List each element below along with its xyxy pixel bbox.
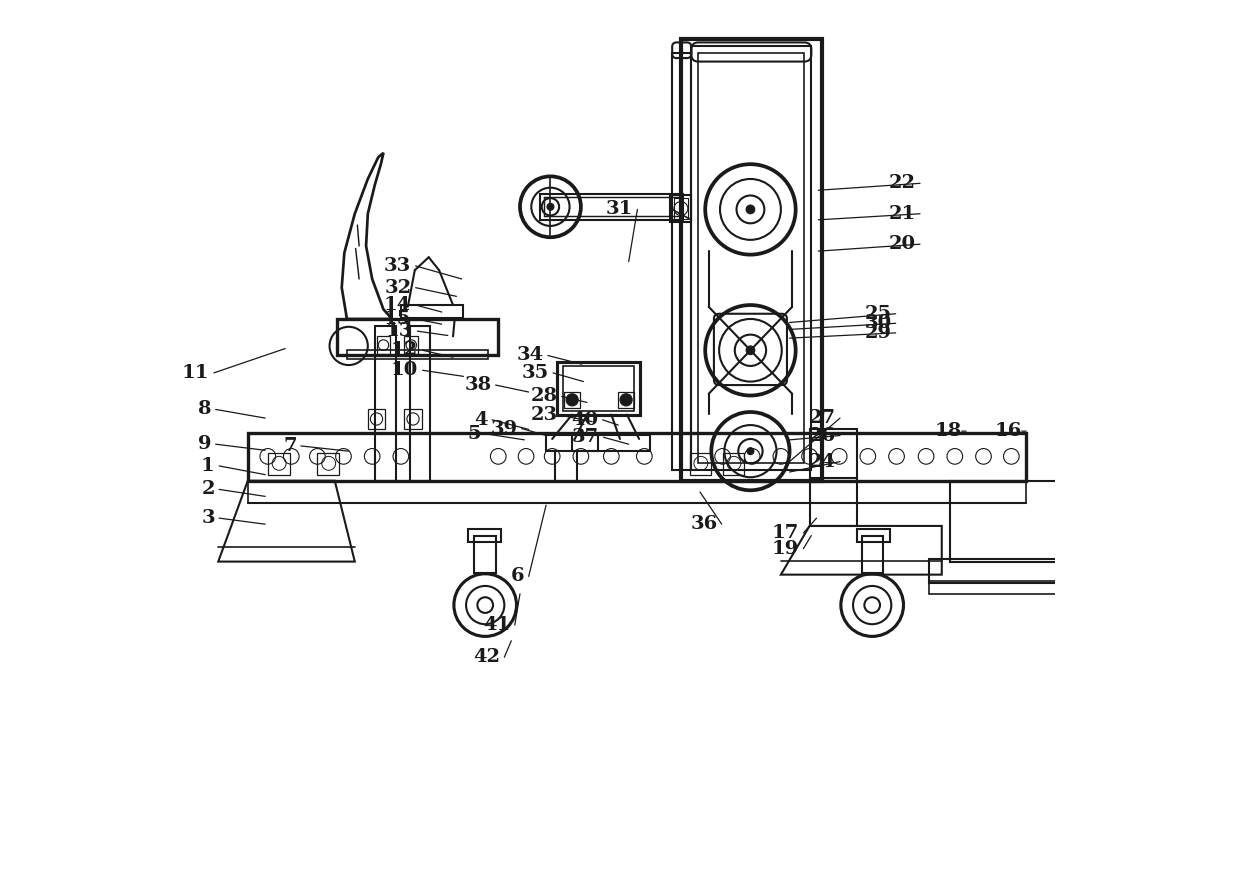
Text: 27: 27: [808, 409, 836, 427]
Circle shape: [547, 203, 554, 210]
Bar: [467, 529, 501, 542]
Bar: [698, 53, 805, 463]
Text: 37: 37: [572, 429, 599, 446]
Text: 13: 13: [386, 322, 413, 341]
Bar: [409, 326, 430, 481]
Bar: [544, 197, 682, 216]
Text: 38: 38: [464, 376, 491, 394]
Text: 11: 11: [182, 364, 210, 381]
Text: 40: 40: [572, 411, 598, 429]
Text: 29: 29: [864, 324, 892, 342]
Text: 3: 3: [201, 510, 215, 527]
Text: 33: 33: [384, 257, 412, 275]
Text: 25: 25: [864, 305, 892, 323]
Text: 20: 20: [889, 235, 915, 253]
Bar: [474, 537, 496, 573]
Bar: [572, 436, 651, 451]
Text: 19: 19: [771, 539, 799, 557]
Bar: [929, 559, 1081, 584]
Text: 21: 21: [888, 205, 915, 223]
Bar: [368, 409, 386, 429]
Bar: [539, 193, 683, 219]
Text: 8: 8: [198, 401, 211, 418]
Bar: [558, 362, 640, 415]
Text: 7: 7: [283, 437, 296, 455]
Text: 42: 42: [472, 648, 500, 666]
Bar: [619, 392, 634, 408]
Bar: [673, 198, 688, 219]
Text: 28: 28: [531, 388, 558, 405]
Text: 36: 36: [691, 516, 718, 533]
Text: 22: 22: [889, 174, 915, 192]
Bar: [404, 409, 422, 429]
Text: 31: 31: [605, 200, 634, 219]
Bar: [347, 350, 487, 359]
Bar: [723, 453, 744, 475]
Text: 34: 34: [516, 347, 543, 364]
Bar: [810, 478, 857, 526]
Text: 5: 5: [467, 425, 481, 442]
Bar: [401, 305, 464, 318]
Bar: [337, 319, 498, 355]
Bar: [268, 453, 290, 475]
Circle shape: [567, 394, 578, 406]
Circle shape: [746, 346, 755, 354]
Circle shape: [746, 205, 755, 213]
Text: 23: 23: [531, 407, 558, 424]
Bar: [404, 336, 418, 354]
Bar: [671, 194, 692, 222]
Bar: [377, 336, 391, 354]
Text: 1: 1: [201, 457, 215, 475]
Text: 17: 17: [771, 523, 799, 542]
Bar: [692, 46, 811, 470]
Text: 32: 32: [384, 279, 412, 297]
Text: 16: 16: [994, 422, 1022, 440]
Text: 10: 10: [391, 361, 418, 379]
Text: 30: 30: [864, 314, 892, 333]
Text: 12: 12: [391, 341, 418, 359]
Text: 15: 15: [384, 310, 412, 328]
Text: 35: 35: [522, 364, 548, 381]
Text: 6: 6: [511, 567, 525, 585]
Text: 39: 39: [490, 420, 517, 437]
Text: 41: 41: [484, 616, 511, 634]
Text: 18: 18: [935, 422, 962, 440]
Bar: [681, 39, 822, 481]
Text: 2: 2: [201, 481, 215, 498]
Text: 26: 26: [808, 427, 836, 444]
Bar: [689, 453, 712, 475]
Text: 4: 4: [475, 411, 487, 429]
Bar: [862, 537, 883, 573]
Bar: [317, 453, 339, 475]
Text: 14: 14: [384, 296, 412, 314]
Text: 24: 24: [808, 453, 836, 470]
Bar: [672, 53, 692, 470]
Circle shape: [620, 394, 632, 406]
Bar: [564, 392, 580, 408]
Bar: [248, 433, 1027, 481]
Bar: [929, 581, 1081, 594]
Bar: [857, 529, 889, 542]
Bar: [810, 429, 857, 481]
Bar: [546, 436, 598, 451]
Circle shape: [746, 448, 754, 455]
Bar: [374, 326, 396, 481]
Bar: [563, 366, 634, 411]
Text: 9: 9: [198, 436, 211, 453]
